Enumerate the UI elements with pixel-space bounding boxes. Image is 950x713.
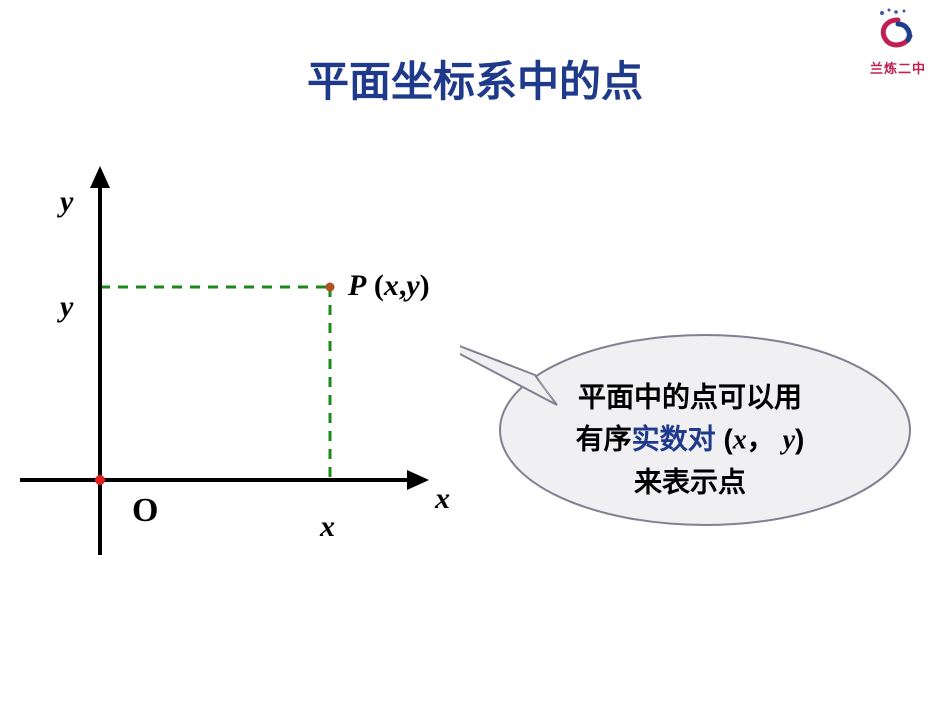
x-tick-label: x <box>320 510 335 544</box>
bubble-line3: 来表示点 <box>634 467 746 498</box>
origin-label: O <box>132 492 158 530</box>
school-logo: 兰炼二中 <box>858 8 938 98</box>
y-tick-label: y <box>60 290 73 324</box>
bubble-var-x: x <box>733 425 747 456</box>
coordinate-diagram: y x O x y P (x,y) <box>20 160 440 560</box>
bubble-line1: 平面中的点可以用 <box>578 382 802 413</box>
bubble-var-y: y <box>783 425 795 456</box>
logo-swirl-icon <box>874 8 922 56</box>
speech-bubble: 平面中的点可以用 有序实数对 (x， y) 来表示点 <box>460 320 920 540</box>
bubble-line2a: 有序 <box>576 424 632 455</box>
point-p-label: P (x,y) <box>348 269 430 303</box>
page-title: 平面坐标系中的点 <box>307 48 643 109</box>
bubble-sep: ， <box>747 424 775 455</box>
y-axis-label: y <box>60 185 73 219</box>
logo-text: 兰炼二中 <box>870 58 926 77</box>
diagram-svg <box>20 160 440 560</box>
bubble-line2-em: 实数对 <box>632 424 716 455</box>
bubble-text: 平面中的点可以用 有序实数对 (x， y) 来表示点 <box>500 377 880 504</box>
x-axis-label: x <box>435 482 450 516</box>
